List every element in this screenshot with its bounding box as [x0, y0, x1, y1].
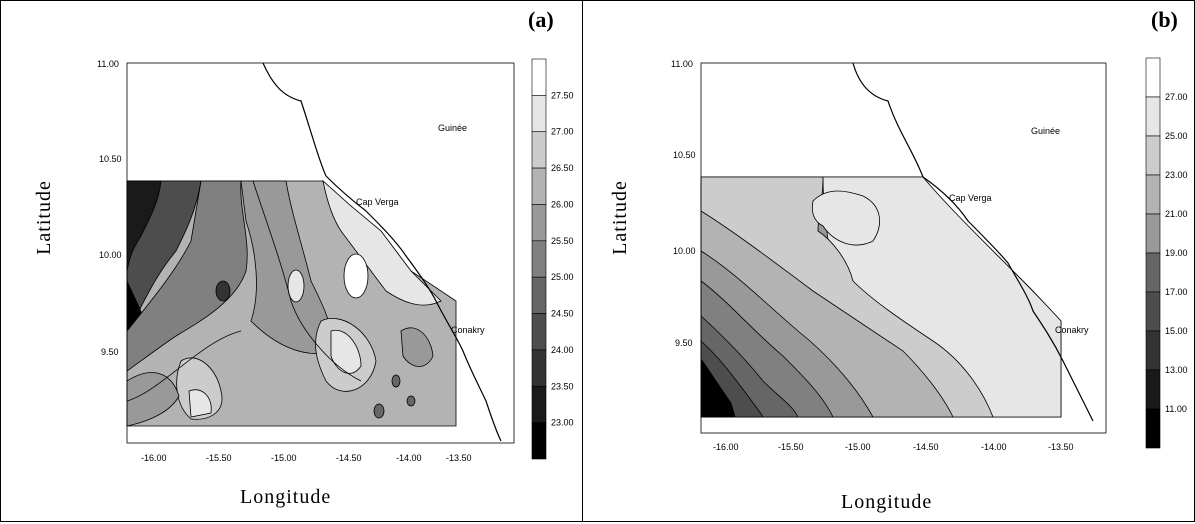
- panel-a-colorbar: 27.50 27.00 26.50 26.00 25.50 25.00 24.50 24.00…: [531, 58, 574, 460]
- panel-b-ytick: 10.00: [673, 246, 696, 256]
- panel-a-ytick: 9.50: [101, 347, 119, 357]
- colorbar-label: 19.00: [1165, 248, 1188, 258]
- colorbar-label: 24.00: [551, 345, 574, 355]
- panel-b-yticks: 11.00 10.50 10.00 9.50: [671, 59, 696, 348]
- panel-a-plot-frame: [126, 62, 515, 444]
- colorbar-swatch: [531, 349, 547, 387]
- panel-a-ytick: 10.50: [99, 154, 122, 164]
- panel-b-coastline: [852, 62, 1094, 422]
- panel-a-letter: (a): [528, 7, 554, 32]
- colorbar-swatch: [531, 313, 547, 351]
- colorbar-label: 23.00: [551, 418, 574, 428]
- panel-a-label-conakry: Conakry: [451, 325, 485, 335]
- colorbar-swatch: [1145, 135, 1161, 176]
- colorbar-swatch: [1145, 408, 1161, 449]
- panel-a: (a) Longitude Latitude: [0, 0, 583, 522]
- colorbar-swatch: [1145, 213, 1161, 254]
- panel-a-yticks: 11.00 10.50 10.00 9.50: [97, 59, 122, 357]
- colorbar-swatch: [1145, 174, 1161, 215]
- colorbar-label: 24.50: [551, 309, 574, 319]
- colorbar-label: 21.00: [1165, 209, 1188, 219]
- colorbar-label: 27.00: [551, 127, 574, 137]
- panel-a-xtick: -15.50: [206, 453, 232, 463]
- colorbar-swatch: [1145, 57, 1161, 98]
- panel-a-xtick: -15.00: [271, 453, 297, 463]
- panel-b-colorbar: 27.00 25.00 23.00 21.00 19.00 17.00 15.00 13.00…: [1145, 57, 1188, 449]
- colorbar-label: 23.00: [1165, 170, 1188, 180]
- panel-a-xtick: -13.50: [446, 453, 472, 463]
- panel-a-ytick: 10.00: [99, 250, 122, 260]
- panel-b-map: 11.00 10.50 10.00 9.50 -16.00 -15.50 -15…: [671, 57, 1188, 452]
- colorbar-swatch: [531, 385, 547, 423]
- panel-b-xtick: -15.50: [778, 442, 804, 452]
- colorbar-swatch: [531, 167, 547, 205]
- panel-a-xtick: -14.00: [396, 453, 422, 463]
- panel-b-label-conakry: Conakry: [1055, 325, 1089, 335]
- panel-b-label-cap-verga: Cap Verga: [949, 193, 992, 203]
- colorbar-label: 25.50: [551, 236, 574, 246]
- panel-b-xticks: -16.00 -15.50 -15.00 -14.50 -14.00 -13.5…: [713, 442, 1074, 452]
- colorbar-swatch: [1145, 330, 1161, 371]
- colorbar-swatch: [531, 276, 547, 314]
- panel-a-label-cap-verga: Cap Verga: [356, 197, 399, 207]
- colorbar-swatch: [531, 131, 547, 169]
- panel-a-xtick: -14.50: [336, 453, 362, 463]
- colorbar-swatch: [1145, 291, 1161, 332]
- panel-a-ytick: 11.00: [97, 59, 119, 69]
- colorbar-label: 27.00: [1165, 92, 1188, 102]
- panel-b-label-guinee: Guinée: [1031, 126, 1060, 136]
- panel-b-ytick: 10.50: [673, 150, 696, 160]
- panel-a-contours: [126, 179, 457, 427]
- panel-a-map: 11.00 10.50 10.00 9.50 -16.00 -15.50 -15…: [97, 58, 574, 463]
- panel-b-letter: (b): [1151, 7, 1178, 32]
- colorbar-label: 17.00: [1165, 287, 1188, 297]
- panel-b-xtick: -13.50: [1048, 442, 1074, 452]
- panel-a-label-guinee: Guinée: [438, 123, 467, 133]
- colorbar-swatch: [531, 204, 547, 242]
- panel-b-plot-frame: [700, 62, 1107, 434]
- colorbar-label: 11.00: [1165, 404, 1187, 414]
- panel-b-ytick: 9.50: [675, 338, 693, 348]
- colorbar-label: 13.00: [1165, 365, 1188, 375]
- colorbar-swatch: [531, 95, 547, 133]
- colorbar-label: 25.00: [1165, 131, 1188, 141]
- colorbar-label: 25.00: [551, 272, 574, 282]
- panel-a-xtick: -16.00: [141, 453, 167, 463]
- panel-b-xtick: -14.00: [981, 442, 1007, 452]
- panel-b-contours: [700, 176, 1062, 418]
- colorbar-label: 26.50: [551, 163, 574, 173]
- colorbar-label: 23.50: [551, 381, 574, 391]
- colorbar-swatch: [531, 58, 547, 96]
- colorbar-swatch: [1145, 252, 1161, 293]
- colorbar-label: 27.50: [551, 90, 574, 100]
- colorbar-label: 15.00: [1165, 326, 1188, 336]
- panel-b-xtick: -16.00: [713, 442, 739, 452]
- panel-b-xtick: -15.00: [845, 442, 871, 452]
- panel-b: (b) Longitude Latitude 11.00 10.50 10.00…: [582, 0, 1195, 522]
- colorbar-label: 26.00: [551, 199, 574, 209]
- panel-b-xtick: -14.50: [913, 442, 939, 452]
- panel-b-ytick: 11.00: [671, 59, 693, 69]
- panel-a-xticks: -16.00 -15.50 -15.00 -14.50 -14.00 -13.5…: [141, 453, 472, 463]
- panel-b-xlabel: Longitude: [841, 491, 933, 513]
- panel-a-coastline: [262, 62, 502, 442]
- panel-a-xlabel: Longitude: [240, 486, 332, 508]
- colorbar-swatch: [531, 240, 547, 278]
- colorbar-swatch: [1145, 96, 1161, 137]
- colorbar-swatch: [1145, 369, 1161, 410]
- colorbar-swatch: [531, 422, 547, 460]
